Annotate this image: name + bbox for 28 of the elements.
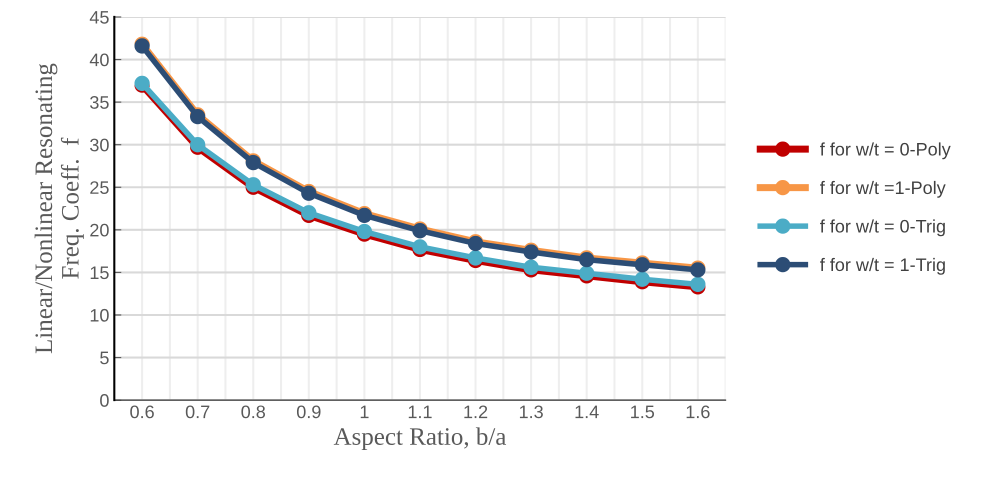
x-tick-label: 1.3 — [520, 405, 543, 418]
legend-label: f for w/t = 1-Trig — [820, 258, 945, 275]
y-tick-label: 45 — [90, 11, 109, 24]
x-tick-label: 1.6 — [686, 405, 710, 418]
y-tick-label: 40 — [90, 53, 109, 66]
x-axis-title: Aspect Ratio, b/a — [334, 427, 506, 450]
y-tick-label: 20 — [90, 224, 109, 237]
x-tick-label: 1.2 — [464, 405, 488, 418]
x-tick-label: 1 — [360, 406, 369, 418]
legend-label: f for w/t =1-Poly — [820, 180, 946, 198]
legend-label: f for w/t = 0-Trig — [820, 219, 945, 236]
y-tick-label: 30 — [90, 138, 109, 152]
x-tick-label: 0.9 — [296, 405, 321, 418]
y-tick-label: 15 — [90, 266, 109, 280]
y-tick-label: 5 — [100, 352, 109, 364]
y-tick-label: 25 — [90, 181, 109, 194]
x-tick-label: 0.8 — [241, 405, 266, 418]
y-tick-label: 0 — [100, 394, 109, 407]
y-tick-label: 35 — [90, 96, 109, 109]
y-tick-label: 10 — [90, 308, 109, 322]
legend-label: f for w/t = 0-Poly — [820, 142, 951, 160]
x-tick-label: 1.1 — [408, 406, 432, 418]
x-tick-label: 1.5 — [631, 406, 654, 418]
x-tick-label: 0.6 — [130, 405, 154, 418]
x-tick-label: 0.7 — [186, 405, 210, 418]
y-axis-title: Linear/Nonlinear Resonating Freq. Coeff. f — [34, 64, 84, 354]
x-tick-label: 1.4 — [576, 406, 599, 418]
point — [690, 276, 706, 292]
